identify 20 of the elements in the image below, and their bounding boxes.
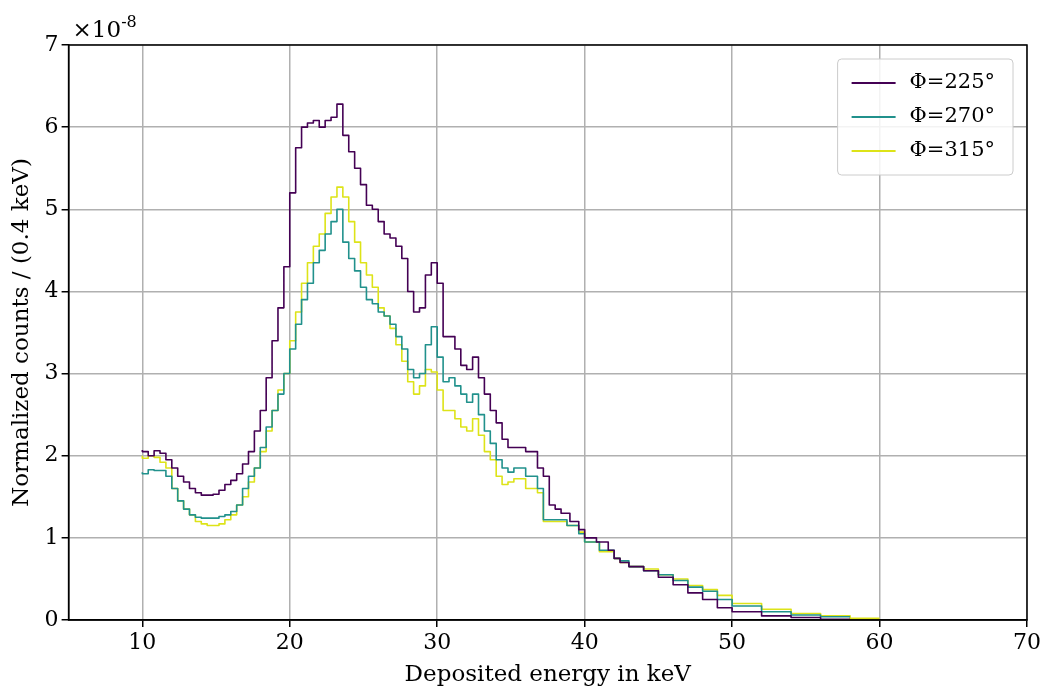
legend-label: Φ=225° [909, 69, 996, 94]
y-tick-label: 1 [44, 523, 59, 549]
legend-label: Φ=315° [909, 137, 996, 162]
y-tick-label: 6 [44, 112, 59, 138]
y-tick-label: 5 [44, 195, 59, 220]
x-axis-title: Deposited energy in keV [404, 660, 692, 687]
x-tick-label: 30 [423, 628, 452, 654]
x-tick-label: 10 [128, 628, 157, 654]
x-tick-label: 40 [570, 628, 599, 654]
y-axis-title: Normalized counts / (0.4 keV) [6, 158, 33, 507]
x-tick-label: 50 [718, 628, 747, 654]
y-tick-label: 0 [44, 605, 59, 631]
y-tick-label: 3 [44, 359, 59, 385]
legend-label: Φ=270° [909, 103, 996, 128]
x-tick-label: 20 [275, 628, 304, 654]
x-tick-label: 70 [1013, 628, 1041, 654]
y-tick-label: 4 [44, 277, 59, 303]
y-tick-label: 2 [44, 441, 59, 467]
y-tick-label: 7 [44, 30, 59, 56]
x-tick-label: 60 [865, 628, 894, 654]
